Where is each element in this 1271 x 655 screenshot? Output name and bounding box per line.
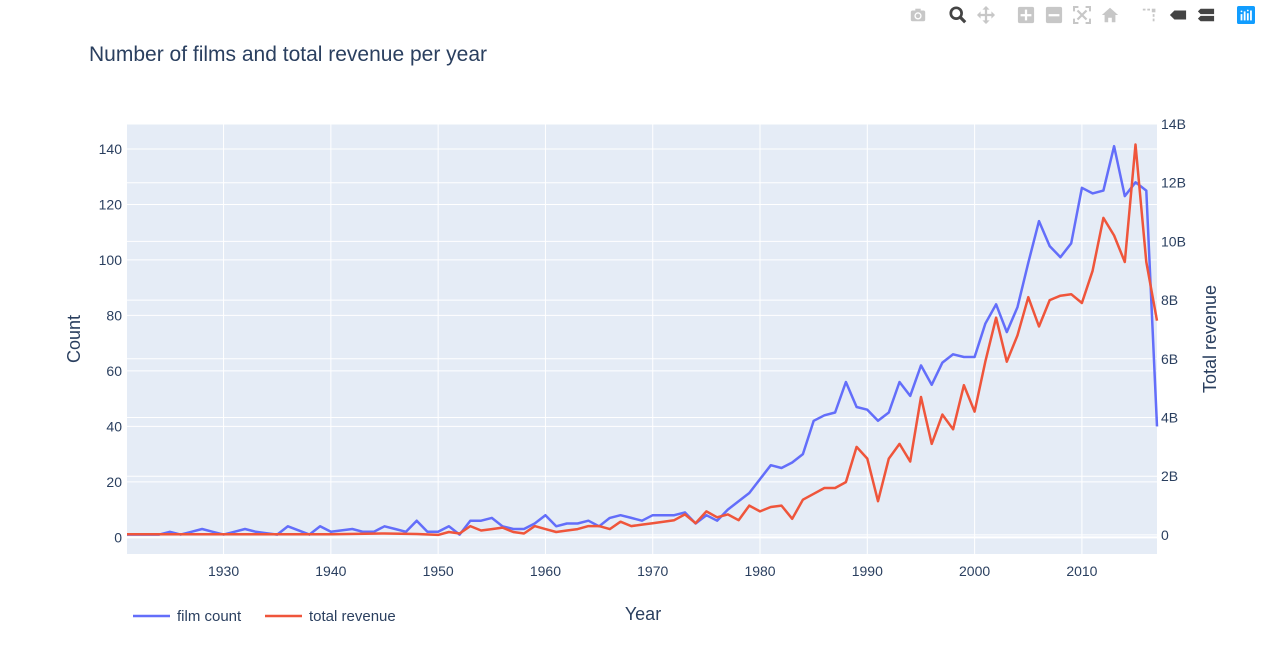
y-tick-label: 40 <box>106 418 122 434</box>
modebar <box>907 4 1257 26</box>
series-line-film-count[interactable] <box>127 144 1159 536</box>
legend-item-film-count[interactable]: film count <box>133 608 242 625</box>
x-tick-label: 1930 <box>208 563 239 579</box>
reset-axes-icon[interactable] <box>1099 4 1121 26</box>
zoom-icon[interactable] <box>947 4 969 26</box>
y2-axis-title: Total revenue <box>1200 285 1220 393</box>
y2-tick-label: 4B <box>1161 410 1178 426</box>
y2-tick-label: 6B <box>1161 351 1178 367</box>
y2-tick-label: 8B <box>1161 292 1178 308</box>
x-tick-label: 1980 <box>744 563 775 579</box>
plotly-logo-icon[interactable] <box>1235 4 1257 26</box>
hover-closest-icon[interactable] <box>1167 4 1189 26</box>
y-tick-label: 120 <box>99 196 123 212</box>
spike-lines-icon[interactable] <box>1139 4 1161 26</box>
y2-tick-label: 0 <box>1161 527 1169 543</box>
y2-axis-ticks: 0 2B 4B 6B 8B 10B 12B 14B <box>1161 116 1186 543</box>
hover-compare-icon[interactable] <box>1195 4 1217 26</box>
y2-tick-label: 2B <box>1161 468 1178 484</box>
y2-tick-label: 10B <box>1161 233 1186 249</box>
download-plot-icon[interactable] <box>907 4 929 26</box>
x-tick-label: 1940 <box>315 563 346 579</box>
legend-label: total revenue <box>309 608 396 625</box>
y-tick-label: 80 <box>106 307 122 323</box>
x-tick-label: 1950 <box>423 563 454 579</box>
zoom-out-icon[interactable] <box>1043 4 1065 26</box>
y-tick-label: 20 <box>106 474 122 490</box>
series-line-total-revenue[interactable] <box>127 143 1159 537</box>
chart-title: Number of films and total revenue per ye… <box>89 43 487 66</box>
zoom-in-icon[interactable] <box>1015 4 1037 26</box>
series-layer <box>127 143 1159 537</box>
pan-icon[interactable] <box>975 4 997 26</box>
y2-tick-label: 12B <box>1161 175 1186 191</box>
legend: film count total revenue <box>133 608 396 625</box>
x-tick-label: 1990 <box>852 563 883 579</box>
x-tick-label: 1960 <box>530 563 561 579</box>
legend-item-total-revenue[interactable]: total revenue <box>265 608 396 625</box>
autoscale-icon[interactable] <box>1071 4 1093 26</box>
x-axis-ticks: 1930 1940 1950 1960 1970 1980 1990 2000 2010 <box>208 563 1098 579</box>
y-axis-ticks: 0 20 40 60 80 100 120 140 <box>99 141 123 545</box>
y-axis-title: Count <box>64 315 84 363</box>
x-tick-label: 2010 <box>1066 563 1097 579</box>
y-tick-label: 0 <box>114 529 122 545</box>
x-tick-label: 1970 <box>637 563 668 579</box>
y-tick-label: 100 <box>99 252 123 268</box>
x-axis-title: Year <box>625 604 661 624</box>
y-tick-label: 60 <box>106 363 122 379</box>
gridlines <box>127 123 1157 554</box>
y2-tick-label: 14B <box>1161 116 1186 132</box>
y-tick-label: 140 <box>99 141 123 157</box>
legend-label: film count <box>177 608 242 625</box>
x-tick-label: 2000 <box>959 563 990 579</box>
